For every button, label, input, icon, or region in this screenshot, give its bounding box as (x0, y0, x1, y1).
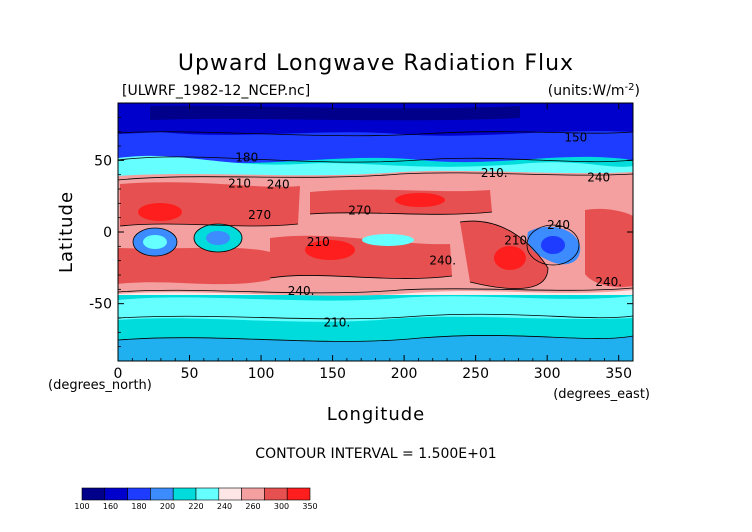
field-cold-indian-core (206, 231, 230, 245)
contour-label: 270 (248, 208, 271, 222)
y-axis: -50 0 50 (89, 102, 633, 362)
contour-label: 210 (504, 234, 527, 248)
field-south-deep (118, 335, 633, 361)
contour-line (526, 224, 580, 266)
contour-label: 210. (481, 166, 508, 180)
y-tick-label: 0 (103, 225, 112, 241)
contour-label: 240 (267, 178, 290, 192)
x-axis-label: Longitude (327, 404, 426, 425)
field-hot-4 (494, 246, 526, 270)
field-north-pole-core (150, 105, 520, 121)
x-tick-label: 200 (391, 366, 418, 382)
x-units-label: (degrees_east) (553, 387, 650, 402)
colorbar-tick-label: 260 (245, 502, 260, 511)
contour-line (132, 227, 178, 257)
y-tick-label: 50 (94, 153, 112, 169)
contour-line (118, 156, 633, 163)
colorbar-swatch (150, 487, 174, 501)
colorbar-tick-label: 100 (74, 502, 89, 511)
colorbar-swatch (104, 487, 128, 501)
colorbar-swatch (127, 487, 151, 501)
x-tick-label: 100 (248, 366, 275, 382)
colorbar-swatch (172, 487, 197, 501)
x-tick-label: 350 (605, 366, 632, 382)
field-warm-southwest (118, 247, 270, 285)
colorbar-swatch (218, 487, 242, 501)
field-cold-africa-core (143, 235, 167, 249)
contour-label: 150 (564, 130, 587, 144)
colorbar-tick-label: 200 (160, 502, 175, 511)
colorbar-swatch (81, 487, 106, 501)
x-tick-label: 250 (462, 366, 489, 382)
field-hot-1 (138, 203, 182, 221)
contour-label: 240. (595, 275, 622, 289)
contour-label: 270 (348, 204, 371, 218)
contour-label: 240. (288, 284, 315, 298)
chart-title: Upward Longwave Radiation Flux (178, 51, 574, 76)
colorbar-swatch (286, 487, 311, 501)
contour-label: 210. (324, 315, 351, 329)
x-axis: 0 50 100 150 200 250 300 350 (114, 103, 634, 382)
contour-label: 210 (228, 176, 251, 190)
y-tick-label: -50 (89, 297, 112, 313)
x-tick-label: 150 (319, 366, 346, 382)
field-hot-2 (305, 240, 355, 260)
colorbar-tick-label: 350 (302, 502, 317, 511)
colorbar-swatch (264, 487, 288, 501)
plot-area: 150 180 210 240 210. 240 270 270 240 210 210 240. 24… (118, 103, 633, 361)
field-south-band (118, 296, 633, 322)
colorbar-tick-label: 220 (188, 502, 203, 511)
contour-label: 240. (429, 254, 456, 268)
contour-label: 180 (235, 150, 258, 164)
x-tick-label: 50 (181, 366, 199, 382)
field-warm-far-east (585, 208, 633, 288)
contour-label: 240 (587, 171, 610, 185)
contour-line (309, 211, 493, 215)
contour-line (118, 131, 633, 137)
contour-line (269, 275, 453, 279)
contour-line (459, 220, 549, 290)
colorbar-swatch (195, 487, 220, 501)
contour-line (118, 335, 633, 342)
contour-label: 240 (547, 218, 570, 232)
contour-line (193, 223, 243, 253)
units-label: (units:W/m-2) (548, 82, 640, 100)
field-hot-3 (395, 193, 445, 207)
colorbar-tick-label: 300 (274, 502, 289, 511)
y-axis-label: Latitude (56, 191, 77, 273)
contour-line (118, 287, 633, 294)
x-tick-label: 300 (534, 366, 561, 382)
colorbar-tick-label: 240 (217, 502, 232, 511)
colorbar-tick-label: 180 (131, 502, 146, 511)
file-label: [ULWRF_1982-12_NCEP.nc] (122, 83, 310, 99)
contour-line (118, 313, 633, 320)
y-units-label: (degrees_north) (48, 378, 152, 393)
contour-line (118, 172, 633, 181)
field-cool-pacific (362, 234, 414, 246)
contour-lines (118, 131, 633, 342)
field-cold-samerica-core (541, 236, 565, 254)
contour-label: 210 (307, 235, 330, 249)
contour-interval-label: CONTOUR INTERVAL = 1.500E+01 (255, 446, 496, 462)
colorbar: 100 160 180 200 220 240 260 300 350 (74, 487, 318, 511)
contour-labels: 150 180 210 240 210. 240 270 270 240 210 210 240. 24… (228, 130, 622, 329)
x-tick-label: 0 (114, 366, 123, 382)
colorbar-swatch (241, 487, 265, 501)
colorbar-tick-label: 160 (103, 502, 118, 511)
